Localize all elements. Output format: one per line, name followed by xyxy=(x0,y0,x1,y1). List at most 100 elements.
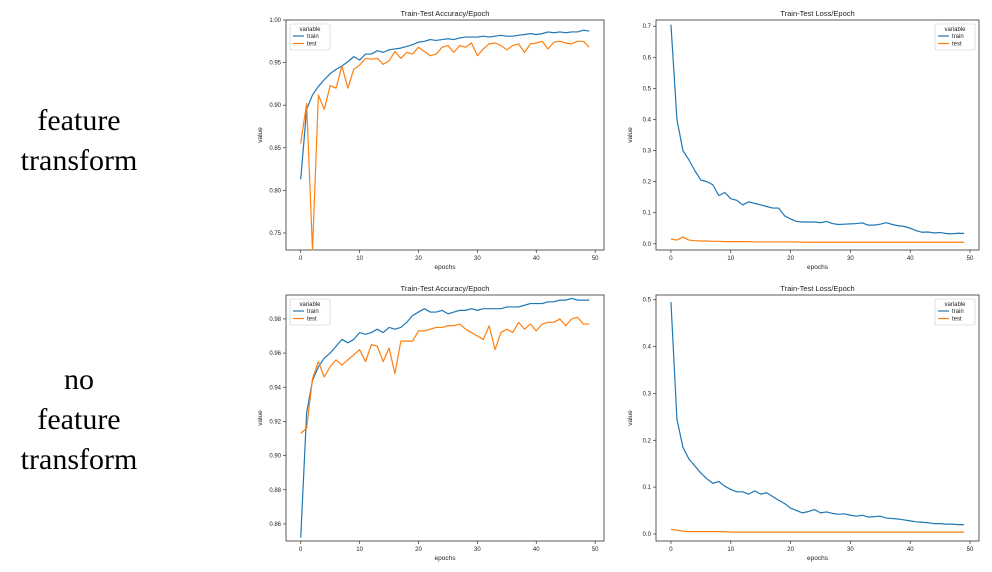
x-tick-label: 20 xyxy=(415,547,422,553)
x-axis-label: epochs xyxy=(435,264,457,271)
y-tick-label: 0.0 xyxy=(643,242,652,248)
legend-title: variable xyxy=(299,302,321,308)
x-tick-label: 10 xyxy=(727,547,734,553)
x-tick-label: 20 xyxy=(787,256,794,262)
y-tick-label: 0.85 xyxy=(269,146,281,152)
y-tick-label: 0.3 xyxy=(643,391,652,397)
y-tick-label: 0.98 xyxy=(269,317,281,323)
legend-label-train: train xyxy=(307,34,319,40)
chart-title: Train-Test Loss/Epoch xyxy=(780,284,854,293)
y-axis-label: value xyxy=(627,410,634,426)
legend-label-test: test xyxy=(952,42,962,48)
x-tick-label: 20 xyxy=(415,256,422,262)
y-tick-label: 1.00 xyxy=(269,18,281,24)
plot-frame xyxy=(285,294,605,542)
x-tick-label: 0 xyxy=(299,547,303,553)
series-line-train xyxy=(670,24,965,235)
row-label-feature-transform: feature transform xyxy=(0,101,158,181)
y-tick-label: 0.90 xyxy=(269,454,281,460)
x-tick-label: 50 xyxy=(967,547,974,553)
series-line-train xyxy=(300,297,590,538)
y-tick-label: 0.86 xyxy=(269,522,281,528)
y-tick-label: 0.96 xyxy=(269,351,281,357)
series-line-train xyxy=(670,301,965,526)
x-tick-label: 30 xyxy=(847,547,854,553)
x-tick-label: 20 xyxy=(787,547,794,553)
accuracy-chart-no-feature-transform: Train-Test Accuracy/Epoch 0 10 20 30 40 50 0.86… xyxy=(257,284,605,562)
plot-frame xyxy=(655,294,980,542)
x-tick-label: 50 xyxy=(592,256,599,262)
x-axis-label: epochs xyxy=(435,555,457,562)
legend-title: variable xyxy=(299,27,321,33)
legend-label-test: test xyxy=(307,42,317,48)
y-tick-label: 0.7 xyxy=(643,24,652,30)
y-tick-label: 0.94 xyxy=(269,385,281,391)
x-tick-label: 30 xyxy=(474,256,481,262)
y-tick-label: 0.5 xyxy=(643,86,652,92)
x-tick-label: 0 xyxy=(669,547,673,553)
legend-title: variable xyxy=(944,302,966,308)
legend-label-train: train xyxy=(307,309,319,315)
legend-label-test: test xyxy=(307,317,317,323)
x-tick-label: 50 xyxy=(967,256,974,262)
y-tick-label: 0.4 xyxy=(643,117,652,123)
x-tick-label: 50 xyxy=(592,547,599,553)
chart-title: Train-Test Accuracy/Epoch xyxy=(401,284,490,293)
x-tick-label: 30 xyxy=(847,256,854,262)
legend-title: variable xyxy=(944,27,966,33)
y-tick-label: 0.92 xyxy=(269,419,281,425)
y-tick-label: 0.80 xyxy=(269,188,281,194)
y-tick-label: 0.4 xyxy=(643,345,652,351)
x-axis-label: epochs xyxy=(807,555,829,562)
x-tick-label: 10 xyxy=(356,256,363,262)
plot-frame xyxy=(655,19,980,251)
x-tick-label: 40 xyxy=(533,547,540,553)
chart-title: Train-Test Loss/Epoch xyxy=(780,9,854,18)
loss-chart-feature-transform: Train-Test Loss/Epoch 0 10 20 30 40 50 0.0 0.1 0.… xyxy=(627,9,980,271)
series-line-test xyxy=(670,528,965,533)
y-axis-label: value xyxy=(257,410,264,426)
row-label-line: no xyxy=(64,363,94,396)
y-tick-label: 0.2 xyxy=(643,438,652,444)
chart-title: Train-Test Accuracy/Epoch xyxy=(401,9,490,18)
row-label-line: transform xyxy=(20,144,138,177)
y-tick-label: 0.90 xyxy=(269,103,281,109)
x-tick-label: 10 xyxy=(356,547,363,553)
x-tick-label: 0 xyxy=(299,256,303,262)
y-axis-label: value xyxy=(257,127,264,143)
y-tick-label: 0.88 xyxy=(269,488,281,494)
x-axis-label: epochs xyxy=(807,264,829,271)
legend-label-test: test xyxy=(952,317,962,323)
y-axis-label: value xyxy=(627,127,634,143)
loss-chart-no-feature-transform: Train-Test Loss/Epoch 0 10 20 30 40 50 0.0 0.1 0.… xyxy=(627,284,980,562)
series-line-test xyxy=(670,236,965,243)
x-tick-label: 40 xyxy=(907,256,914,262)
row-label-line: feature xyxy=(37,104,121,137)
x-tick-label: 0 xyxy=(669,256,673,262)
x-tick-label: 40 xyxy=(907,547,914,553)
x-tick-label: 40 xyxy=(533,256,540,262)
row-label-line: transform xyxy=(20,443,138,476)
series-line-test xyxy=(300,316,590,434)
x-tick-label: 30 xyxy=(474,547,481,553)
y-tick-label: 0.75 xyxy=(269,231,281,237)
row-label-line: feature xyxy=(37,403,121,436)
legend-label-train: train xyxy=(952,34,964,40)
accuracy-chart-feature-transform: Train-Test Accuracy/Epoch 0 10 20 30 40 50 0.75… xyxy=(257,9,605,271)
series-line-train xyxy=(300,29,590,180)
y-tick-label: 0.2 xyxy=(643,180,652,186)
y-tick-label: 0.5 xyxy=(643,298,652,304)
row-label-no-feature-transform: no feature transform xyxy=(0,360,158,480)
x-tick-label: 10 xyxy=(727,256,734,262)
series-line-test xyxy=(300,40,590,251)
plot-frame xyxy=(285,19,605,251)
y-tick-label: 0.1 xyxy=(643,211,652,217)
y-tick-label: 0.1 xyxy=(643,485,652,491)
y-tick-label: 0.6 xyxy=(643,55,652,61)
y-tick-label: 0.95 xyxy=(269,61,281,67)
legend-label-train: train xyxy=(952,309,964,315)
